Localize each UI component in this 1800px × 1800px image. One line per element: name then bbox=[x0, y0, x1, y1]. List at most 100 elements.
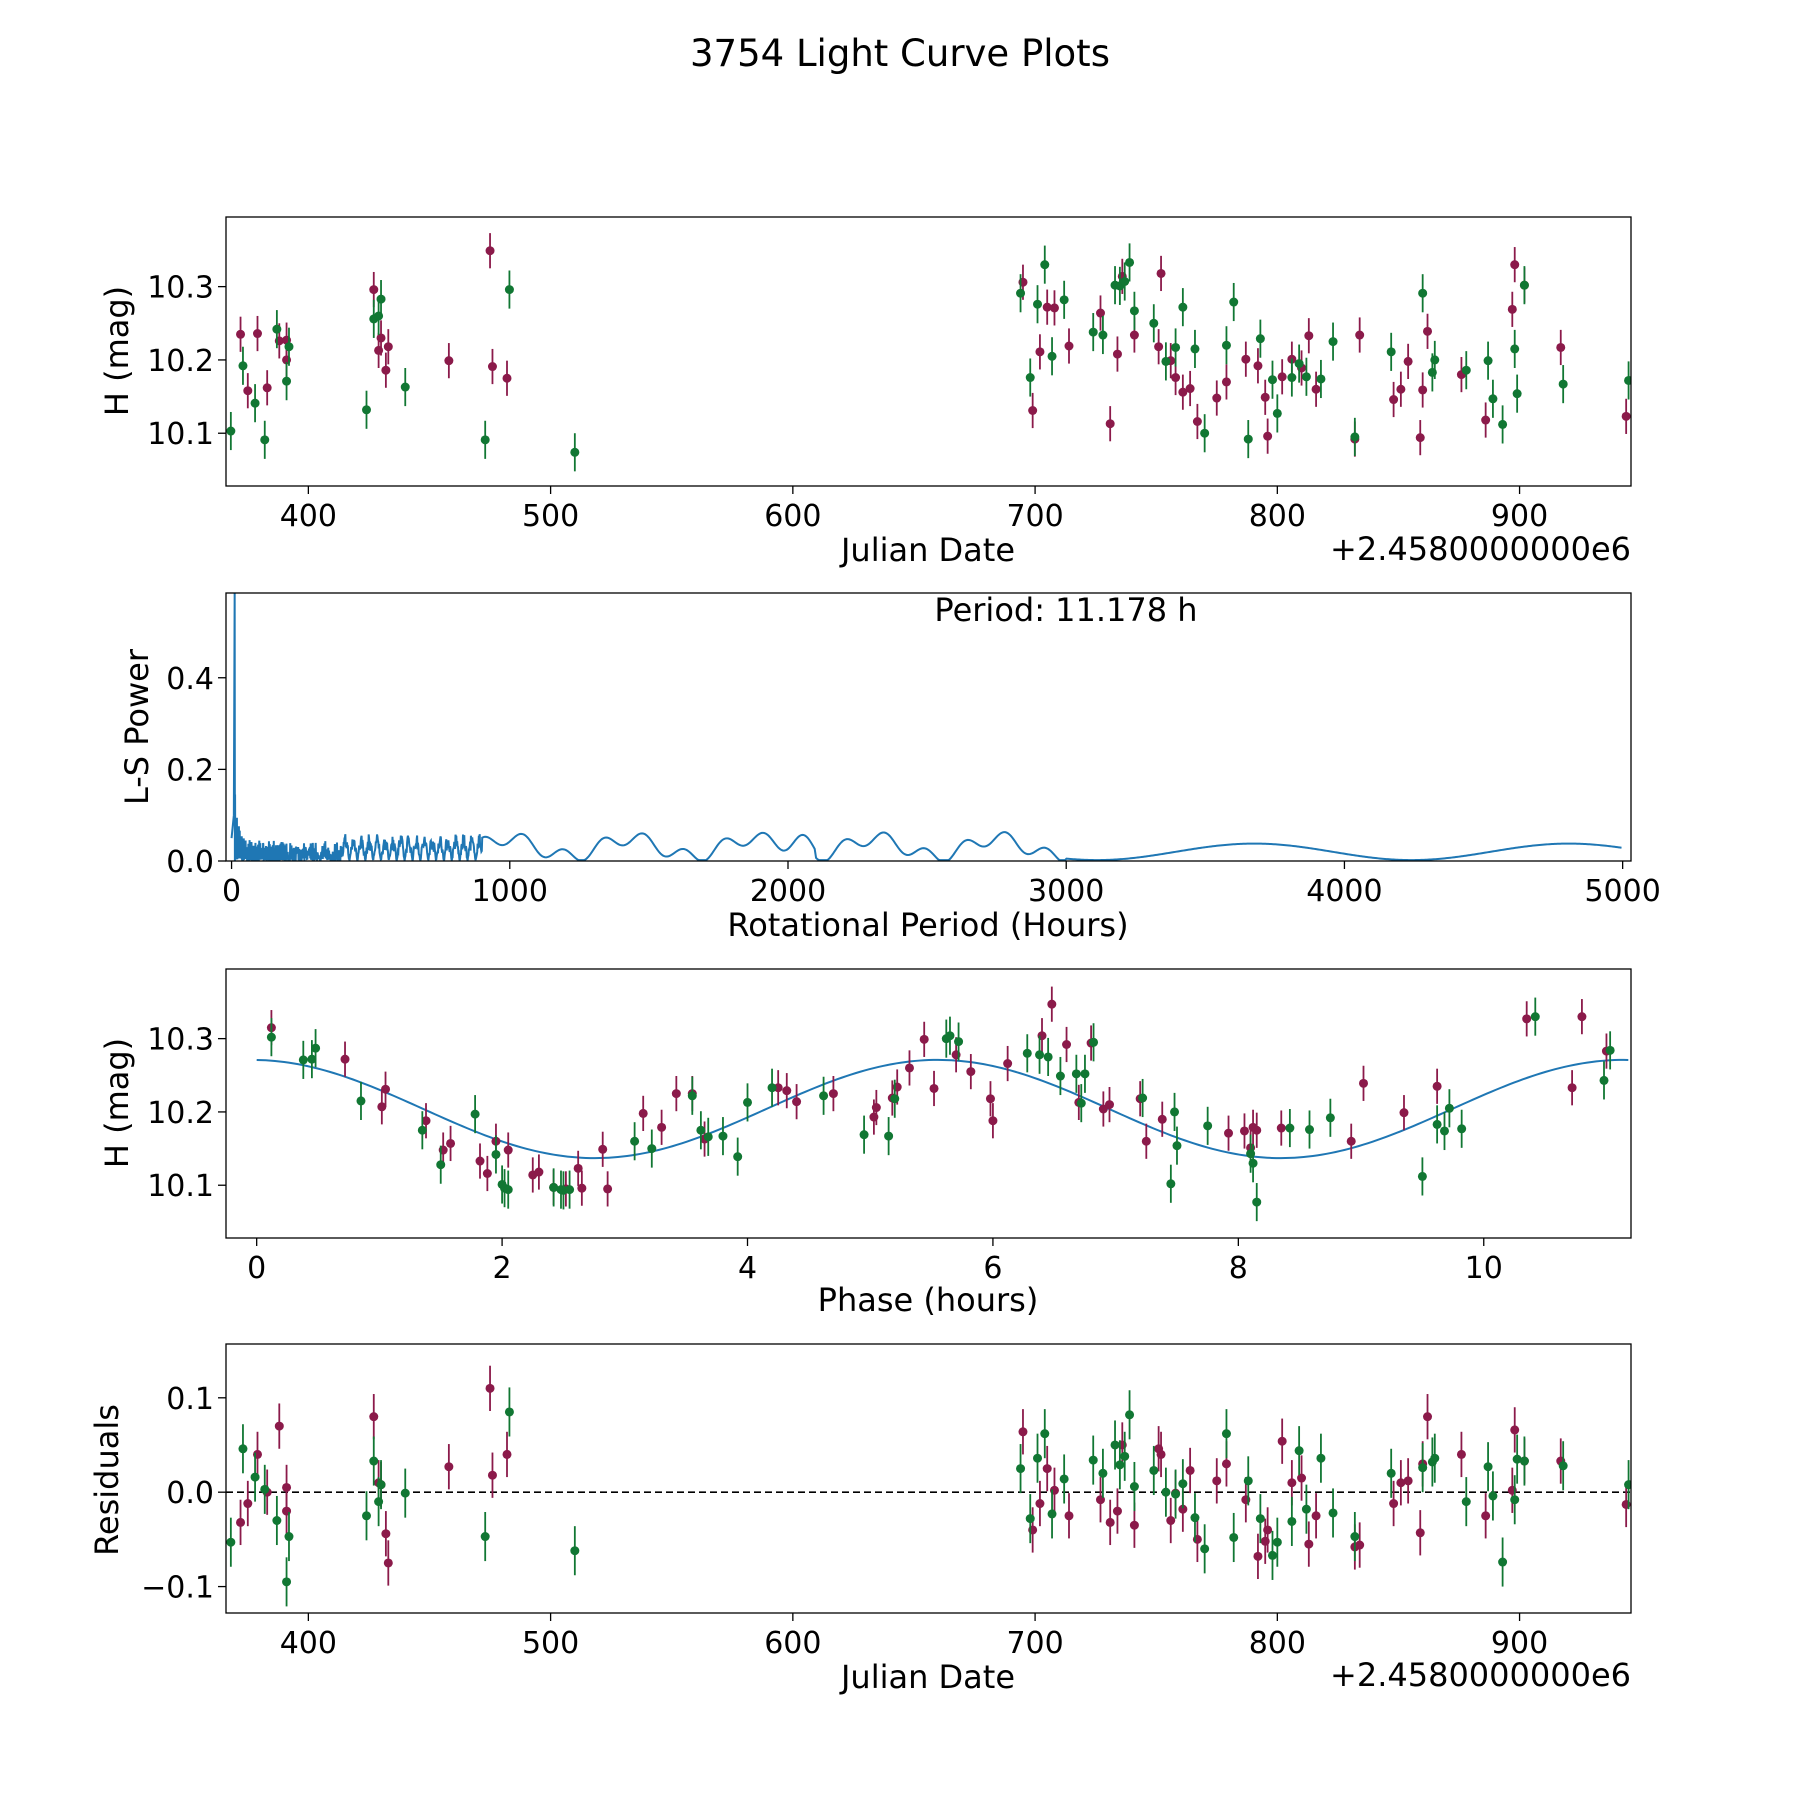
periodogram-xtick-label: 3000 bbox=[1028, 874, 1104, 909]
data-point bbox=[1043, 1052, 1053, 1062]
data-point bbox=[1071, 1069, 1081, 1079]
phased-xtick-label: 10 bbox=[1465, 1251, 1503, 1286]
data-point bbox=[945, 1031, 955, 1041]
data-point bbox=[1129, 1482, 1139, 1492]
data-point bbox=[1178, 302, 1188, 312]
data-point bbox=[1129, 1520, 1139, 1530]
data-point bbox=[1018, 1427, 1028, 1437]
data-point bbox=[1171, 1489, 1181, 1499]
periodogram-ytick-label: 0.2 bbox=[166, 753, 214, 788]
data-point bbox=[743, 1097, 753, 1107]
residuals-ytick-label: −0.1 bbox=[141, 1571, 214, 1606]
data-point bbox=[1297, 1473, 1307, 1483]
data-point bbox=[1488, 394, 1498, 404]
data-point bbox=[482, 1168, 492, 1178]
lightcurve-ytick-label: 10.1 bbox=[147, 417, 214, 452]
periodogram-xtick-label: 2000 bbox=[750, 874, 826, 909]
data-point bbox=[1285, 1123, 1295, 1133]
data-point bbox=[1558, 1461, 1568, 1471]
data-point bbox=[400, 1488, 410, 1498]
lightcurve-xtick-label: 400 bbox=[280, 499, 337, 534]
data-point bbox=[1035, 1499, 1045, 1509]
data-point bbox=[1386, 347, 1396, 357]
data-point bbox=[252, 329, 262, 339]
data-point bbox=[1415, 433, 1425, 443]
data-point bbox=[1605, 1045, 1615, 1055]
lightcurve-xtick-label: 700 bbox=[1006, 499, 1063, 534]
residuals-xtick-label: 800 bbox=[1249, 1626, 1306, 1661]
periodogram-ytick-label: 0.0 bbox=[166, 845, 214, 880]
data-point bbox=[1444, 1103, 1454, 1113]
data-point bbox=[1212, 393, 1222, 403]
data-point bbox=[340, 1054, 350, 1064]
data-point bbox=[1316, 1453, 1326, 1463]
data-point bbox=[1263, 1525, 1273, 1535]
data-point bbox=[369, 1456, 379, 1466]
data-point bbox=[1417, 1171, 1427, 1181]
data-point bbox=[1156, 1449, 1166, 1459]
data-point bbox=[966, 1067, 976, 1077]
data-point bbox=[988, 1116, 998, 1126]
data-point bbox=[262, 383, 272, 393]
phased-frame bbox=[225, 968, 1632, 1239]
data-point bbox=[1125, 257, 1135, 267]
model-curve bbox=[256, 1058, 1629, 1160]
data-point bbox=[1252, 1197, 1262, 1207]
data-point bbox=[504, 1407, 514, 1417]
residuals-offset-label: +2.4580000000e6 bbox=[1330, 1656, 1631, 1694]
periodogram-annotation: Period: 11.178 h bbox=[934, 591, 1197, 629]
data-point bbox=[1355, 330, 1365, 340]
data-point bbox=[1255, 334, 1265, 344]
data-point bbox=[1346, 1136, 1356, 1146]
data-point bbox=[1125, 1410, 1135, 1420]
lightcurve-xlabel: Julian Date bbox=[839, 531, 1015, 569]
data-point bbox=[1172, 1141, 1182, 1151]
data-point bbox=[1287, 373, 1297, 383]
data-point bbox=[1178, 1479, 1188, 1489]
data-point bbox=[1389, 1499, 1399, 1509]
data-point bbox=[421, 1116, 431, 1126]
data-point bbox=[1510, 344, 1520, 354]
data-point bbox=[890, 1094, 900, 1104]
data-point bbox=[1253, 361, 1263, 371]
lightcurve-frame bbox=[225, 216, 1632, 487]
data-point bbox=[1035, 1050, 1045, 1060]
data-point bbox=[1567, 1083, 1577, 1093]
residuals-ylabel: Residuals bbox=[88, 1404, 126, 1556]
data-point bbox=[1243, 1476, 1253, 1486]
data-point bbox=[1399, 1108, 1409, 1118]
data-point bbox=[696, 1125, 706, 1135]
data-point bbox=[250, 398, 260, 408]
data-point bbox=[1277, 1436, 1287, 1446]
data-point bbox=[1512, 1454, 1522, 1464]
phased-points bbox=[256, 986, 1629, 1222]
residuals-series bbox=[226, 1387, 1631, 1607]
phased-xtick-label: 4 bbox=[738, 1251, 757, 1286]
data-point bbox=[1328, 337, 1338, 347]
residuals-xlabel: Julian Date bbox=[839, 1658, 1015, 1696]
data-point bbox=[381, 1529, 391, 1539]
data-point bbox=[1105, 419, 1115, 429]
data-point bbox=[1287, 1516, 1297, 1526]
data-point bbox=[1260, 392, 1270, 402]
data-point bbox=[383, 342, 393, 352]
data-point bbox=[436, 1160, 446, 1170]
data-point bbox=[767, 1083, 777, 1093]
data-point bbox=[260, 435, 270, 445]
data-point bbox=[480, 1532, 490, 1542]
data-point bbox=[792, 1097, 802, 1107]
data-point bbox=[1064, 1511, 1074, 1521]
data-point bbox=[687, 1091, 697, 1101]
lightcurve-xtick-label: 900 bbox=[1491, 499, 1548, 534]
data-point bbox=[282, 1482, 292, 1492]
data-point bbox=[272, 324, 282, 334]
data-point bbox=[1192, 416, 1202, 426]
data-point bbox=[647, 1144, 657, 1154]
data-point bbox=[1098, 330, 1108, 340]
data-point bbox=[504, 285, 514, 295]
data-point bbox=[1033, 1453, 1043, 1463]
data-point bbox=[1253, 1551, 1263, 1561]
data-point bbox=[1178, 387, 1188, 397]
data-point bbox=[1149, 318, 1159, 328]
